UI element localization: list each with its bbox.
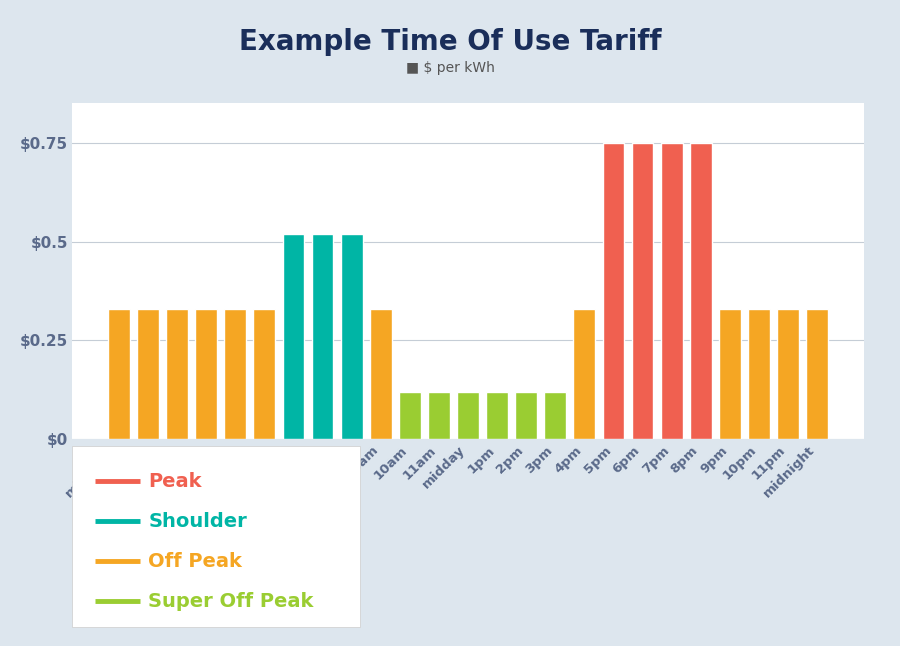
Bar [108,309,130,439]
Bar [719,309,741,439]
Bar [573,309,595,439]
Bar [661,143,682,439]
Text: Peak: Peak [148,472,202,491]
Bar [311,234,334,439]
Bar [632,143,653,439]
Text: Example Time Of Use Tariff: Example Time Of Use Tariff [238,28,662,56]
Text: Super Off Peak: Super Off Peak [148,592,314,611]
Bar [428,392,450,439]
Bar [748,309,770,439]
Text: Off Peak: Off Peak [148,552,242,571]
Bar [544,392,566,439]
Bar [137,309,159,439]
Bar [486,392,508,439]
Bar [283,234,304,439]
Bar [166,309,188,439]
Bar [516,392,537,439]
Bar [806,309,828,439]
Bar [370,309,392,439]
Text: Shoulder: Shoulder [148,512,248,531]
Bar [224,309,247,439]
Bar [399,392,420,439]
Text: ■ $ per kWh: ■ $ per kWh [406,61,494,75]
Bar [341,234,363,439]
Bar [689,143,712,439]
Bar [254,309,275,439]
Bar [195,309,217,439]
Bar [777,309,799,439]
Bar [602,143,625,439]
Bar [457,392,479,439]
